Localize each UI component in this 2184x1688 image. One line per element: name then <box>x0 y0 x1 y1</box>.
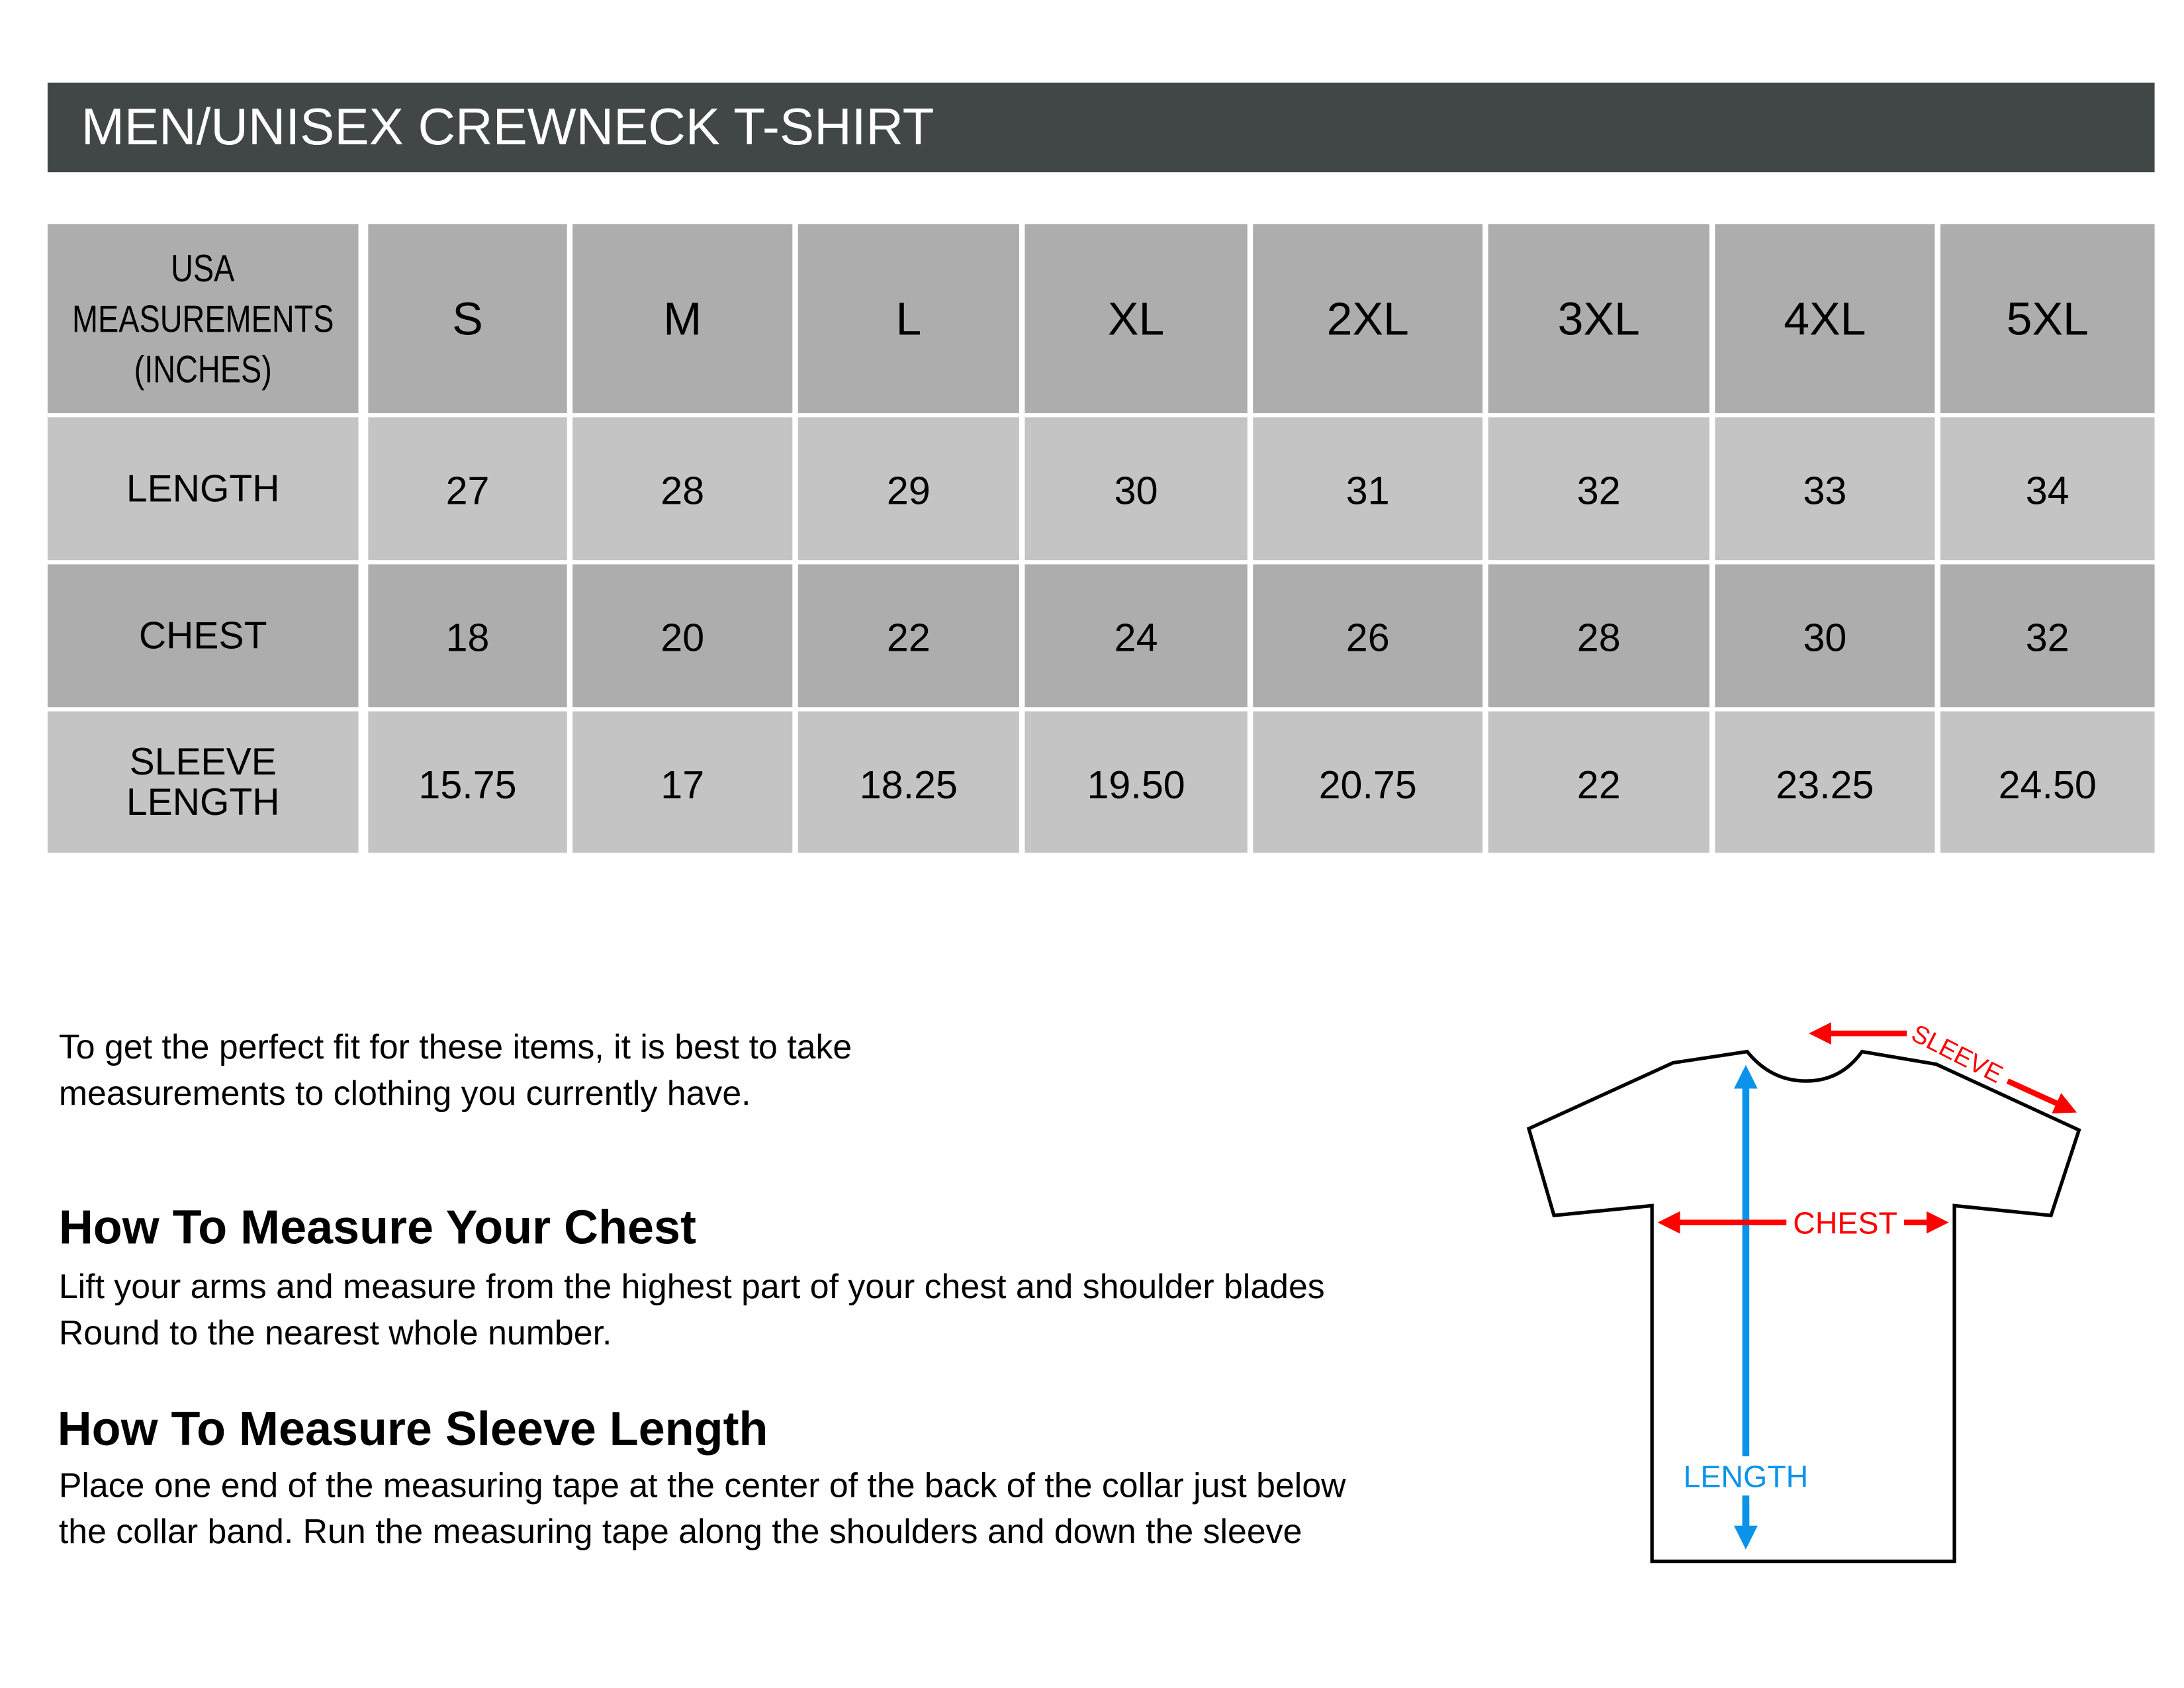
table-cell: 28 <box>572 417 793 561</box>
size-header: M <box>572 224 793 414</box>
table-cell: 20.75 <box>1253 711 1483 853</box>
chest-instructions: Lift your arms and measure from the high… <box>59 1264 1325 1357</box>
table-cell: 30 <box>1024 417 1248 561</box>
chest-heading: How To Measure Your Chest <box>58 1201 697 1255</box>
corner-header-line: USA <box>171 247 235 289</box>
page-title: MEN/UNISEX CREWNECK T-SHIRT <box>81 98 934 156</box>
chest-line: Lift your arms and measure from the high… <box>58 1268 1325 1307</box>
sleeve-instructions: Place one end of the measuring tape at t… <box>59 1464 1346 1556</box>
table-cell: 34 <box>1940 417 2155 561</box>
tshirt-outline <box>1526 1049 2081 1564</box>
size-header: 5XL <box>1940 224 2155 414</box>
table-cell: 18 <box>368 564 567 708</box>
size-header: 3XL <box>1488 224 1709 414</box>
table-corner-header: USA MEASUREMENTS (INCHES) <box>47 224 359 414</box>
size-header: L <box>797 224 1019 414</box>
row-label: CHEST <box>47 564 359 708</box>
size-header: XL <box>1024 224 1248 414</box>
intro-line: measurements to clothing you currently h… <box>58 1075 751 1113</box>
table-cell: 24.50 <box>1940 711 2155 853</box>
table-cell: 33 <box>1715 417 1935 561</box>
sleeve-heading: How To Measure Sleeve Length <box>57 1403 768 1456</box>
table-cell: 20 <box>572 564 793 708</box>
table-cell: 29 <box>797 417 1019 561</box>
table-cell: 22 <box>797 564 1019 708</box>
row-label-line: LENGTH <box>126 780 280 823</box>
table-cell: 23.25 <box>1715 711 1935 853</box>
table-cell: 24 <box>1024 564 1248 708</box>
table-cell: 17 <box>572 711 793 853</box>
table-cell: 27 <box>368 417 567 561</box>
length-label: LENGTH <box>1684 1460 1809 1494</box>
sleeve-line: the collar band. Run the measuring tape … <box>58 1513 1302 1552</box>
table-cell: 32 <box>1488 417 1709 561</box>
row-label: SLEEVE LENGTH <box>47 711 359 853</box>
sleeve-line: Place one end of the measuring tape at t… <box>58 1467 1346 1506</box>
size-header: S <box>368 224 567 414</box>
table-cell: 18.25 <box>797 711 1019 853</box>
table-cell: 19.50 <box>1024 711 1248 853</box>
chest-label: CHEST <box>1793 1206 1897 1241</box>
corner-header-line: (INCHES) <box>134 348 272 391</box>
table-cell: 31 <box>1253 417 1483 561</box>
table-cell: 22 <box>1488 711 1709 853</box>
corner-header-line: MEASUREMENTS <box>71 297 334 340</box>
table-cell: 32 <box>1940 564 2155 708</box>
chest-line: Round to the nearest whole number. <box>58 1315 612 1353</box>
size-header: 2XL <box>1253 224 1483 414</box>
intro-line: To get the perfect fit for these items, … <box>58 1029 852 1067</box>
table-cell: 28 <box>1488 564 1709 708</box>
sleeve-arrow-right <box>2006 1078 2077 1114</box>
title-bar: MEN/UNISEX CREWNECK T-SHIRT <box>47 82 2155 173</box>
table-cell: 15.75 <box>368 711 567 853</box>
table-cell: 26 <box>1253 564 1483 708</box>
size-header: 4XL <box>1715 224 1935 414</box>
intro-text: To get the perfect fit for these items, … <box>59 1025 852 1117</box>
sleeve-label: SLEEVE <box>1907 1019 2007 1089</box>
table-cell: 30 <box>1715 564 1935 708</box>
row-label: LENGTH <box>47 417 359 561</box>
row-label-line: SLEEVE <box>129 739 277 782</box>
